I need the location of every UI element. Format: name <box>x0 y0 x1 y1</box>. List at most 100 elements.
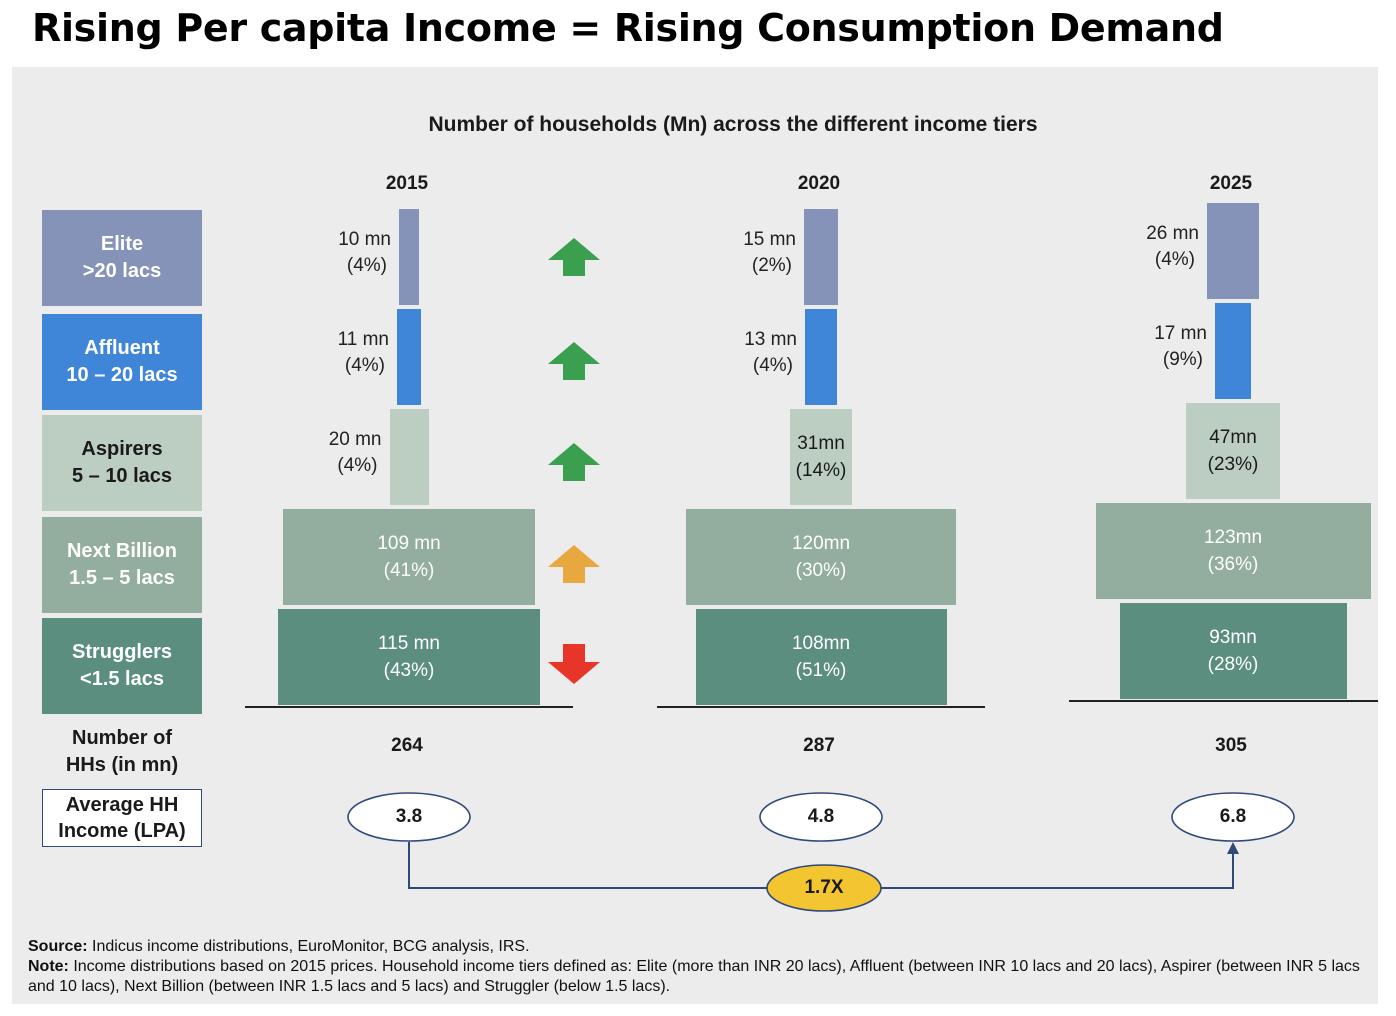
avg-income-ellipse-2015 <box>347 792 471 842</box>
avg-income-label-line: Average HH <box>65 794 179 816</box>
tier-name: Affluent <box>84 337 160 359</box>
trend-arrow-up-affluent <box>548 342 600 380</box>
bar-next-billion-2020: 120mn (30%) <box>686 509 956 605</box>
bar-share-label: (41%) <box>383 560 435 581</box>
bar-share-label: (30%) <box>795 560 847 581</box>
growth-multiplier-value: 1.7X <box>804 877 844 898</box>
page-headline: Rising Per capita Income = Rising Consum… <box>32 6 1224 50</box>
trend-arrow-up-elite <box>548 238 600 276</box>
bar-share-label: (43%) <box>383 660 435 681</box>
trend-arrow-down-strugglers <box>548 644 600 684</box>
bar-elite-2020 <box>804 209 838 305</box>
bar-share-label: (28%) <box>1207 654 1259 675</box>
bar-value-label: 109 mn <box>377 533 441 554</box>
year-label-2020: 2020 <box>797 173 841 194</box>
tier-box-aspirers: Aspirers 5 – 10 lacs <box>42 415 202 511</box>
trend-arrow-up-aspirers <box>548 443 600 481</box>
bar-value-label: 93mn <box>1209 627 1257 648</box>
growth-arrow-head <box>1227 842 1239 854</box>
bar-share-label: (4%) <box>346 255 387 276</box>
bar-value-label: 47mn <box>1209 427 1257 448</box>
bar-outside-label: 26 mn (4%) <box>1089 221 1199 273</box>
bar-value-label: 11 mn <box>337 329 389 350</box>
total-households-2020: 287 <box>803 735 835 756</box>
bar-value-label: 13 mn <box>744 329 797 350</box>
bar-value-label: 123mn <box>1203 527 1263 548</box>
bar-share-label: (4%) <box>337 455 378 476</box>
tier-box-strugglers: Strugglers <1.5 lacs <box>42 618 202 714</box>
bar-aspirers-2025: 47mn (23%) <box>1186 403 1280 499</box>
bar-share-label: (36%) <box>1207 554 1259 575</box>
bar-value-label: 31mn <box>797 433 845 454</box>
bar-share-label: (23%) <box>1207 454 1259 475</box>
bar-outside-label: 17 mn (9%) <box>1097 321 1207 373</box>
source-text: Indicus income distributions, EuroMonito… <box>87 938 530 955</box>
avg-income-ellipse-2025 <box>1171 792 1295 842</box>
tier-range: >20 lacs <box>82 260 162 282</box>
tier-name: Next Billion <box>66 540 177 562</box>
tier-name: Strugglers <box>71 641 173 663</box>
tier-range: 10 – 20 lacs <box>66 364 178 386</box>
tier-box-elite: Elite >20 lacs <box>42 210 202 306</box>
avg-income-ellipse-2020 <box>759 792 883 842</box>
total-households-label-line: HHs (in mn) <box>65 754 179 776</box>
note-line: Note: Income distributions based on 2015… <box>28 957 1368 997</box>
tier-range: 5 – 10 lacs <box>71 465 173 487</box>
trend-arrow-up-next-billion <box>548 545 600 583</box>
bar-affluent-2025 <box>1215 303 1251 399</box>
bar-share-label: (4%) <box>1154 249 1195 270</box>
source-line: Source: Indicus income distributions, Eu… <box>28 937 1368 957</box>
year-label-2025: 2025 <box>1209 173 1253 194</box>
bar-aspirers-2015 <box>389 409 429 505</box>
bar-outside-label: 10 mn (4%) <box>281 227 391 279</box>
chart-title: Number of households (Mn) across the dif… <box>428 113 1038 136</box>
bar-next-billion-2015: 109 mn (41%) <box>283 509 535 605</box>
avg-income-value-2020: 4.8 <box>807 806 835 827</box>
bar-affluent-2020 <box>805 309 837 405</box>
bar-value-label: 108mn <box>791 633 851 654</box>
bar-next-billion-2025: 123mn (36%) <box>1095 503 1371 599</box>
bar-strugglers-2015: 115 mn (43%) <box>278 609 540 705</box>
chart-graphics <box>245 238 1378 912</box>
bar-share-label: (2%) <box>751 255 792 276</box>
tier-box-affluent: Affluent 10 – 20 lacs <box>42 314 202 410</box>
avg-income-value-2015: 3.8 <box>395 806 423 827</box>
bar-strugglers-2025: 93mn (28%) <box>1119 603 1347 699</box>
bar-outside-label: 13 mn (4%) <box>687 327 797 379</box>
bar-value-label: 10 mn <box>338 229 391 250</box>
source-label: Source: <box>28 938 88 955</box>
bar-value-label: 120mn <box>791 533 851 554</box>
bar-share-label: (4%) <box>344 355 385 376</box>
year-label-2015: 2015 <box>385 173 429 194</box>
total-households-2015: 264 <box>391 735 423 756</box>
bar-elite-2015 <box>399 209 419 305</box>
growth-multiplier-ellipse <box>766 864 882 912</box>
avg-income-value-2025: 6.8 <box>1219 806 1247 827</box>
bar-strugglers-2020: 108mn (51%) <box>695 609 947 705</box>
bar-share-label: (14%) <box>795 460 847 481</box>
total-households-2025: 305 <box>1215 735 1247 756</box>
bar-affluent-2015 <box>397 309 421 405</box>
bar-share-label: (9%) <box>1162 349 1203 370</box>
avg-income-label: Average HH Income (LPA) <box>42 789 202 847</box>
tier-range: 1.5 – 5 lacs <box>69 567 175 589</box>
bar-share-label: (51%) <box>795 660 847 681</box>
total-households-label: Number of HHs (in mn) <box>42 725 202 779</box>
bar-outside-label: 20 mn (4%) <box>272 427 382 479</box>
note-label: Note: <box>28 958 69 975</box>
total-households-label-line: Number of <box>72 727 172 749</box>
bar-outside-label: 11 mn (4%) <box>279 327 389 379</box>
bar-share-label: (4%) <box>752 355 793 376</box>
bar-aspirers-2020: 31mn (14%) <box>790 409 852 505</box>
tier-name: Aspirers <box>81 438 163 460</box>
avg-income-label-line: Income (LPA) <box>58 820 186 842</box>
tier-box-next-billion: Next Billion 1.5 – 5 lacs <box>42 517 202 613</box>
bar-elite-2025 <box>1207 203 1259 299</box>
tier-range: <1.5 lacs <box>80 668 164 690</box>
note-text: Income distributions based on 2015 price… <box>28 958 1360 995</box>
tier-name: Elite <box>100 233 144 255</box>
bar-value-label: 15 mn <box>743 229 796 250</box>
bar-outside-label: 15 mn (2%) <box>686 227 796 279</box>
bar-value-label: 115 mn <box>378 633 440 654</box>
footnote: Source: Indicus income distributions, Eu… <box>28 937 1368 997</box>
